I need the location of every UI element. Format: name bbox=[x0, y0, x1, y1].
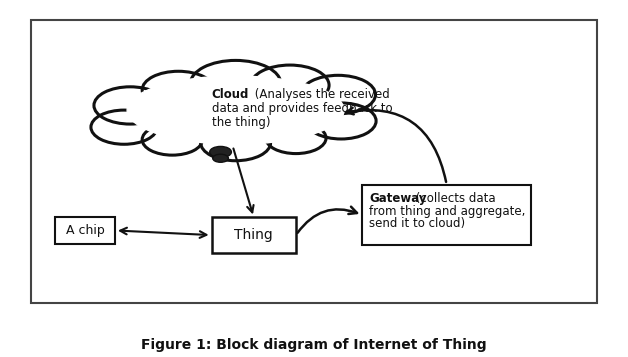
Ellipse shape bbox=[127, 76, 344, 144]
FancyBboxPatch shape bbox=[31, 20, 597, 303]
Text: Gateway: Gateway bbox=[369, 192, 427, 205]
Circle shape bbox=[251, 65, 329, 105]
Text: from thing and aggregate,: from thing and aggregate, bbox=[369, 205, 526, 218]
Text: Figure 1: Block diagram of Internet of Thing: Figure 1: Block diagram of Internet of T… bbox=[141, 338, 487, 352]
Text: the thing): the thing) bbox=[212, 116, 270, 129]
Circle shape bbox=[301, 75, 376, 114]
Circle shape bbox=[201, 125, 271, 161]
Circle shape bbox=[266, 122, 326, 154]
Text: A chip: A chip bbox=[65, 224, 104, 237]
Circle shape bbox=[306, 103, 376, 139]
Bar bbox=[55, 217, 115, 244]
Text: send it to cloud): send it to cloud) bbox=[369, 217, 465, 230]
Text: (Analyses the received: (Analyses the received bbox=[251, 88, 389, 101]
Circle shape bbox=[213, 154, 229, 162]
Circle shape bbox=[142, 71, 215, 109]
Circle shape bbox=[190, 60, 281, 107]
Circle shape bbox=[94, 87, 166, 124]
Bar bbox=[362, 185, 531, 245]
Circle shape bbox=[210, 146, 231, 158]
Text: Thing: Thing bbox=[234, 228, 273, 242]
Text: Cloud: Cloud bbox=[212, 88, 249, 101]
Circle shape bbox=[142, 124, 202, 155]
Circle shape bbox=[91, 110, 157, 144]
Bar bbox=[212, 217, 296, 253]
Text: data and provides feedback to: data and provides feedback to bbox=[212, 102, 392, 115]
Text: (collects data: (collects data bbox=[412, 192, 496, 205]
